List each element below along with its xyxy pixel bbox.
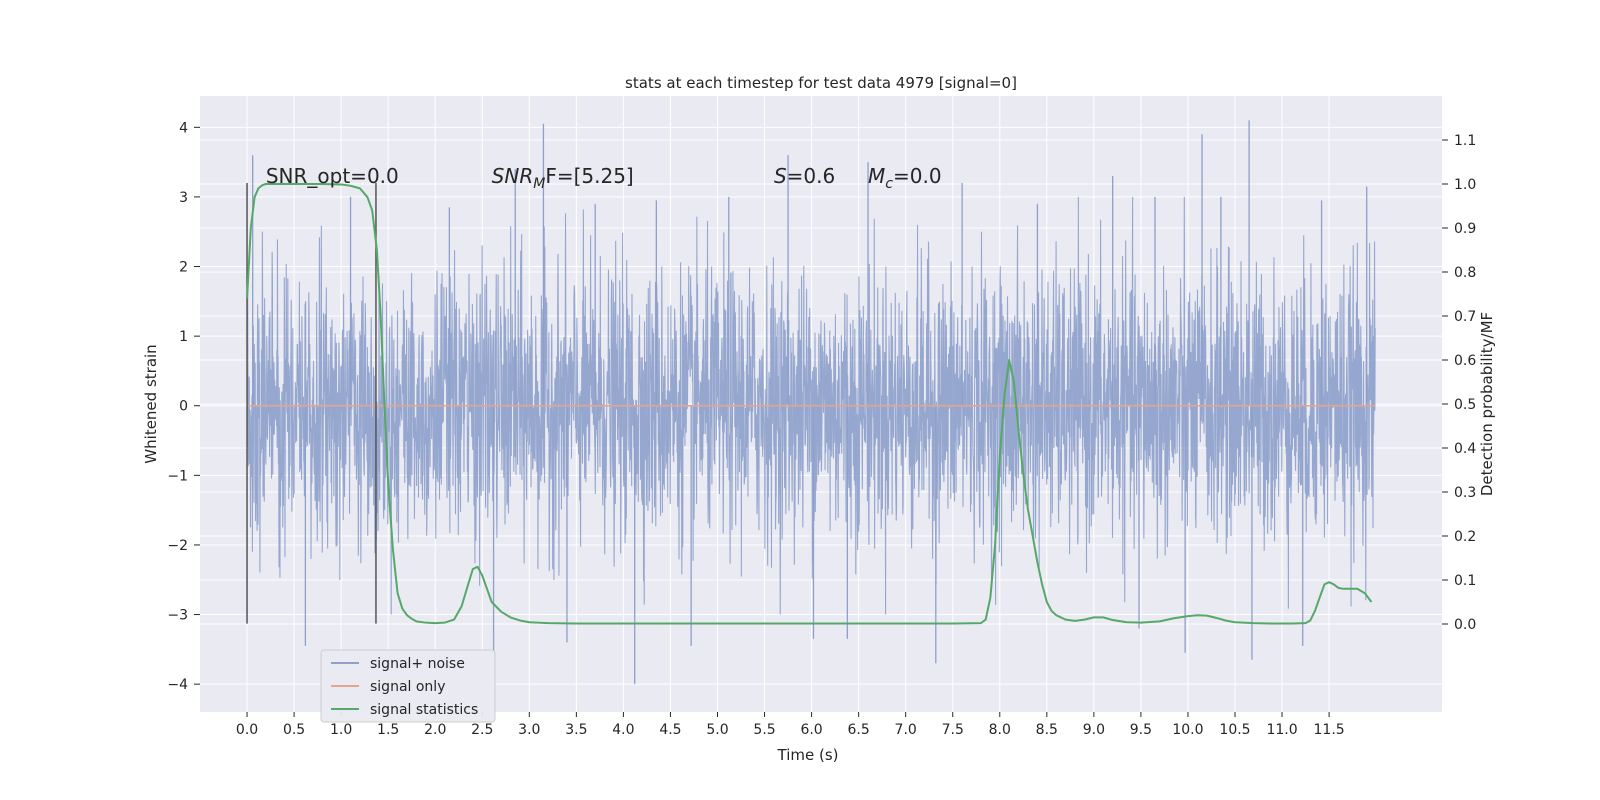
x-tick-label: 3.5 bbox=[565, 722, 587, 738]
legend-label-noise: signal+ noise bbox=[370, 656, 465, 672]
y-tick-label: 3 bbox=[179, 190, 188, 206]
x-tick-label: 4.0 bbox=[612, 722, 634, 738]
x-tick-label: 10.0 bbox=[1172, 722, 1203, 738]
noise-line bbox=[246, 196, 1376, 615]
y-tick-label: 2 bbox=[179, 260, 188, 276]
annotation-text: S=0.6 bbox=[774, 164, 835, 188]
legend-label-stats: signal statistics bbox=[370, 702, 478, 718]
signal-statistics-line bbox=[246, 183, 1373, 625]
x-tick-label: 7.0 bbox=[895, 722, 917, 738]
x-tick-label: 2.5 bbox=[471, 722, 493, 738]
x-tick-label: 6.0 bbox=[800, 722, 822, 738]
y2-tick-label: 0.1 bbox=[1454, 573, 1476, 589]
y-tick-label: −3 bbox=[167, 608, 188, 624]
x-tick-label: 11.5 bbox=[1314, 722, 1345, 738]
x-tick-label: 11.0 bbox=[1266, 722, 1297, 738]
x-tick-label: 1.0 bbox=[330, 722, 352, 738]
x-tick-label: 8.0 bbox=[989, 722, 1011, 738]
x-tick-label: 4.5 bbox=[659, 722, 681, 738]
y-tick-label: −1 bbox=[167, 468, 188, 484]
legend-label-signal: signal only bbox=[370, 679, 445, 695]
x-axis-label: Time (s) bbox=[777, 746, 839, 764]
annotation-text: Mc=0.0 bbox=[868, 164, 942, 192]
y-tick-label: −4 bbox=[167, 677, 188, 693]
x-tick-label: 6.5 bbox=[848, 722, 870, 738]
x-tick-label: 9.0 bbox=[1083, 722, 1105, 738]
chart-title: stats at each timestep for test data 497… bbox=[625, 74, 1017, 92]
y2-tick-label: 0.6 bbox=[1454, 353, 1476, 369]
x-tick-label: 9.5 bbox=[1130, 722, 1152, 738]
x-tick-label: 0.0 bbox=[236, 722, 258, 738]
y-tick-label: 1 bbox=[179, 329, 188, 345]
annotations: SNR_opt=0.0 SNRMF=[5.25] S=0.6 Mc=0.0 bbox=[266, 164, 942, 192]
y2-tick-label: 0.8 bbox=[1454, 265, 1476, 281]
annotation-text: SNR_opt=0.0 bbox=[266, 164, 399, 188]
x-tick-label: 0.5 bbox=[283, 722, 305, 738]
annotation-text: SNRMF=[5.25] bbox=[492, 164, 634, 192]
x-tick-label: 1.5 bbox=[377, 722, 399, 738]
x-tick-label: 8.5 bbox=[1036, 722, 1058, 738]
y2-tick-label: 0.9 bbox=[1454, 221, 1476, 237]
y2-axis-label: Detection probability/MF bbox=[1478, 312, 1496, 496]
noise-spikes bbox=[252, 120, 1368, 685]
y2-tick-label: 0.3 bbox=[1454, 485, 1476, 501]
legend: signal+ noise signal only signal statist… bbox=[320, 649, 496, 723]
y-tick-label: 0 bbox=[179, 399, 188, 415]
y2-tick-label: 0.4 bbox=[1454, 441, 1476, 457]
x-tick-label: 7.5 bbox=[942, 722, 964, 738]
vertical-markers bbox=[246, 183, 377, 624]
y2-tick-label: 0.2 bbox=[1454, 529, 1476, 545]
y-axis-ticks: −4 −3 −2 −1 0 1 2 3 4 bbox=[167, 120, 200, 693]
y2-tick-label: 0.7 bbox=[1454, 309, 1476, 325]
y2-axis-ticks: 0.0 0.1 0.2 0.3 0.4 0.5 0.6 0.7 0.8 0.9 1.0 1.1 bbox=[1442, 133, 1476, 633]
signal-statistics-series bbox=[246, 183, 1373, 625]
y2-tick-label: 1.0 bbox=[1454, 177, 1476, 193]
y2-tick-label: 0.0 bbox=[1454, 617, 1476, 633]
x-tick-label: 5.5 bbox=[753, 722, 775, 738]
y-axis-label: Whitened strain bbox=[142, 344, 160, 463]
x-tick-label: 2.0 bbox=[424, 722, 446, 738]
y-tick-label: 4 bbox=[179, 120, 188, 136]
y2-tick-label: 0.5 bbox=[1454, 397, 1476, 413]
x-tick-label: 10.5 bbox=[1219, 722, 1250, 738]
x-tick-label: 3.0 bbox=[518, 722, 540, 738]
y-tick-label: −2 bbox=[167, 538, 188, 554]
legend-box bbox=[320, 649, 496, 723]
y2-tick-label: 1.1 bbox=[1454, 133, 1476, 149]
x-tick-label: 5.0 bbox=[706, 722, 728, 738]
x-axis-ticks: 0.0 0.5 1.0 1.5 2.0 2.5 3.0 3.5 4.0 4.5 5.0 5.5 6.0 6… bbox=[236, 712, 1345, 738]
noise-series bbox=[246, 196, 1376, 615]
